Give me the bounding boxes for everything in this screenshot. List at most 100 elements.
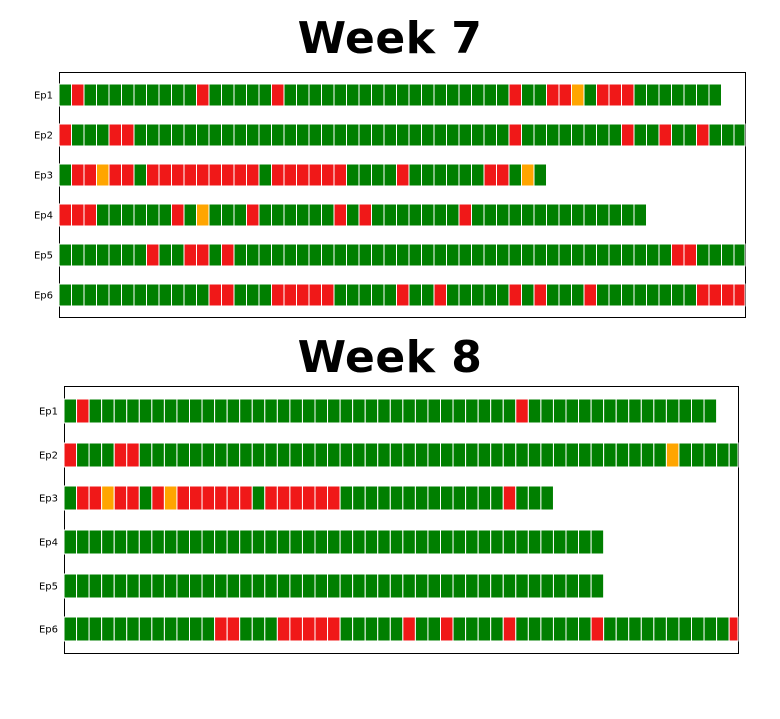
cell-red (728, 616, 739, 642)
cell-green (477, 442, 492, 468)
cell-green (364, 442, 379, 468)
cell-green (364, 529, 379, 555)
cell-green (339, 573, 354, 599)
cell-green (339, 442, 354, 468)
cell-green (189, 529, 203, 555)
cell-green (76, 442, 90, 468)
cell-red (402, 616, 416, 642)
week-8-row-ep1: Ep1 (39, 398, 718, 424)
cell-green (603, 442, 617, 468)
cell-green (628, 398, 642, 424)
cell-green (389, 616, 404, 642)
cell-green (427, 529, 442, 555)
cell-green (615, 398, 630, 424)
cell-green (377, 442, 391, 468)
cell-green (565, 573, 580, 599)
cell-green (615, 616, 630, 642)
cell-green (477, 573, 492, 599)
cell-green (251, 529, 266, 555)
cell-green (327, 573, 341, 599)
cell-green (201, 442, 216, 468)
cell-green (728, 442, 739, 468)
cell-red (88, 485, 103, 511)
cell-green (239, 442, 253, 468)
cell-green (402, 529, 416, 555)
cell-green (427, 616, 442, 642)
cell-green (151, 398, 165, 424)
cell-green (490, 529, 504, 555)
cell-green (578, 573, 592, 599)
cell-green (126, 529, 140, 555)
cell-green (327, 529, 341, 555)
cell-green (590, 398, 605, 424)
cell-green (440, 442, 454, 468)
cell-green (251, 573, 266, 599)
cell-green (189, 442, 203, 468)
cell-green (590, 573, 605, 599)
cell-green (515, 616, 529, 642)
cell-green (239, 616, 253, 642)
cell-red (113, 442, 128, 468)
cell-green (101, 573, 115, 599)
cell-green (402, 485, 416, 511)
cell-red (176, 485, 190, 511)
week-8-row-ep5: Ep5 (39, 573, 605, 599)
cell-green (565, 529, 580, 555)
cell-green (301, 529, 316, 555)
cell-green (151, 616, 165, 642)
row-label: Ep3 (39, 494, 58, 505)
row-label: Ep6 (39, 625, 58, 636)
cell-green (327, 398, 341, 424)
cell-green (452, 616, 467, 642)
week-8-row-ep4: Ep4 (39, 529, 605, 555)
cell-green (678, 442, 693, 468)
cell-green (377, 573, 391, 599)
cell-green (339, 616, 354, 642)
cell-green (138, 485, 153, 511)
cell-green (276, 442, 291, 468)
cell-green (314, 529, 329, 555)
cell-red (113, 485, 128, 511)
cell-green (465, 485, 479, 511)
cell-green (427, 442, 442, 468)
cell-green (703, 398, 718, 424)
cell-green (716, 616, 730, 642)
cell-green (276, 529, 291, 555)
cell-green (578, 616, 592, 642)
cell-green (88, 616, 103, 642)
cell-green (733, 123, 746, 147)
cell-green (552, 573, 567, 599)
cell-green (578, 442, 592, 468)
cell-green (452, 398, 467, 424)
cell-green (364, 485, 379, 511)
cell-green (276, 573, 291, 599)
cell-green (201, 398, 216, 424)
cell-green (402, 398, 416, 424)
cell-green (640, 442, 655, 468)
cell-green (440, 398, 454, 424)
cell-green (477, 485, 492, 511)
cell-green (352, 442, 366, 468)
cell-green (377, 616, 391, 642)
cell-green (527, 616, 542, 642)
cell-green (628, 616, 642, 642)
cell-green (113, 573, 128, 599)
cell-green (214, 398, 228, 424)
cell-green (88, 442, 103, 468)
cell-green (402, 442, 416, 468)
cell-green (540, 573, 554, 599)
row-label: Ep2 (39, 451, 58, 462)
cell-green (352, 398, 366, 424)
cell-green (352, 485, 366, 511)
cell-green (477, 398, 492, 424)
cell-green (640, 616, 655, 642)
cell-green (515, 529, 529, 555)
cell-green (540, 442, 554, 468)
cell-green (88, 529, 103, 555)
cell-green (364, 616, 379, 642)
cell-green (440, 573, 454, 599)
cell-green (552, 529, 567, 555)
cell-green (289, 573, 303, 599)
cell-red (189, 485, 203, 511)
cell-green (377, 529, 391, 555)
